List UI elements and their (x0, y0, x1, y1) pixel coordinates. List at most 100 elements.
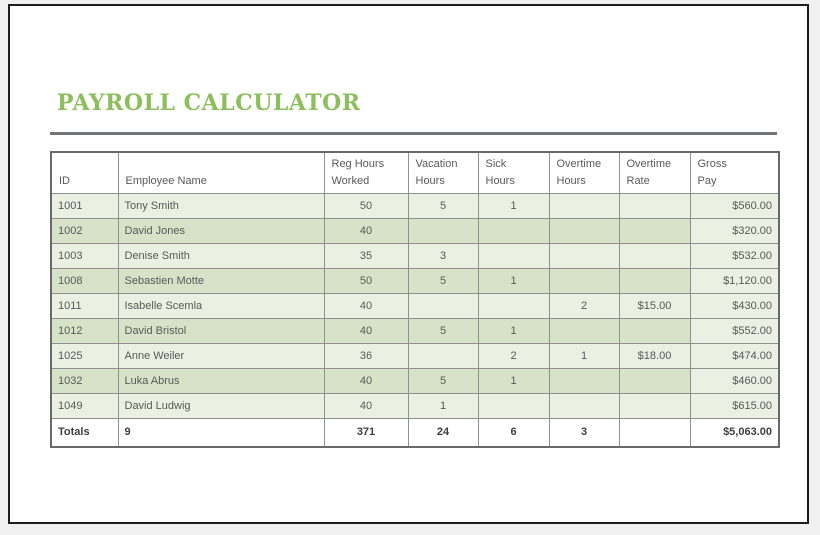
cell-name[interactable]: Tony Smith (117, 193, 325, 219)
cell-reg[interactable]: 40 (323, 293, 409, 319)
cell-reg[interactable]: 40 (323, 318, 409, 344)
table-row: 1001 Tony Smith 50 5 1 $560.00 (50, 193, 780, 219)
cell-id[interactable]: 1008 (50, 268, 119, 294)
payroll-table-body: 1001 Tony Smith 50 5 1 $560.00 1002 David Jones… (50, 193, 780, 447)
cell-ot_hours[interactable]: 1 (548, 343, 620, 369)
totals-row: Totals 9 371 24 6 3 $5,063.00 (50, 418, 780, 447)
cell-sick[interactable]: 1 (477, 193, 550, 219)
cell-ot_rate[interactable]: $18.00 (618, 343, 691, 369)
payroll-table: ID Employee Name Reg Hours Worked Vacation … (50, 151, 780, 448)
cell-ot_rate[interactable] (618, 218, 691, 244)
cell-sick[interactable]: 1 (477, 368, 550, 394)
cell-sick[interactable] (477, 243, 550, 269)
table-row: 1003 Denise Smith 35 3 $532.00 (50, 243, 780, 269)
cell-id[interactable]: 1049 (50, 393, 119, 419)
title-divider (50, 132, 777, 135)
cell-gross[interactable]: $1,120.00 (689, 268, 780, 294)
cell-gross[interactable]: $615.00 (689, 393, 780, 419)
cell-id[interactable]: 1032 (50, 368, 119, 394)
cell-gross[interactable]: $320.00 (689, 218, 780, 244)
cell-reg[interactable]: 50 (323, 268, 409, 294)
cell-id[interactable]: 1011 (50, 293, 119, 319)
cell-reg[interactable]: 50 (323, 193, 409, 219)
cell-gross[interactable]: $552.00 (689, 318, 780, 344)
cell-vacation[interactable]: 5 (407, 318, 479, 344)
column-header-reg[interactable]: Reg Hours Worked (323, 151, 409, 194)
totals-cell-name[interactable]: 9 (117, 418, 325, 447)
cell-reg[interactable]: 36 (323, 343, 409, 369)
table-row: 1012 David Bristol 40 5 1 $552.00 (50, 318, 780, 344)
cell-ot_rate[interactable] (618, 243, 691, 269)
cell-gross[interactable]: $430.00 (689, 293, 780, 319)
table-row: 1008 Sebastien Motte 50 5 1 $1,120.00 (50, 268, 780, 294)
cell-name[interactable]: Luka Abrus (117, 368, 325, 394)
cell-ot_hours[interactable] (548, 193, 620, 219)
column-header-gross[interactable]: Gross Pay (689, 151, 780, 194)
cell-vacation[interactable] (407, 218, 479, 244)
cell-ot_hours[interactable] (548, 218, 620, 244)
cell-gross[interactable]: $560.00 (689, 193, 780, 219)
cell-ot_hours[interactable] (548, 243, 620, 269)
cell-name[interactable]: Denise Smith (117, 243, 325, 269)
cell-sick[interactable]: 1 (477, 268, 550, 294)
cell-ot_rate[interactable] (618, 268, 691, 294)
cell-ot_rate[interactable] (618, 393, 691, 419)
column-header-vacation[interactable]: Vacation Hours (407, 151, 479, 194)
column-header-sick[interactable]: Sick Hours (477, 151, 550, 194)
cell-name[interactable]: David Bristol (117, 318, 325, 344)
cell-name[interactable]: Isabelle Scemla (117, 293, 325, 319)
cell-vacation[interactable]: 3 (407, 243, 479, 269)
cell-id[interactable]: 1001 (50, 193, 119, 219)
cell-ot_rate[interactable]: $15.00 (618, 293, 691, 319)
cell-ot_hours[interactable] (548, 393, 620, 419)
cell-name[interactable]: Sebastien Motte (117, 268, 325, 294)
cell-ot_hours[interactable] (548, 268, 620, 294)
cell-sick[interactable] (477, 293, 550, 319)
cell-vacation[interactable]: 5 (407, 193, 479, 219)
table-row: 1049 David Ludwig 40 1 $615.00 (50, 393, 780, 419)
cell-vacation[interactable]: 5 (407, 368, 479, 394)
cell-name[interactable]: David Ludwig (117, 393, 325, 419)
cell-ot_hours[interactable] (548, 318, 620, 344)
cell-vacation[interactable] (407, 293, 479, 319)
cell-gross[interactable]: $474.00 (689, 343, 780, 369)
totals-cell-id[interactable]: Totals (50, 418, 119, 447)
header-row: ID Employee Name Reg Hours Worked Vacation … (50, 151, 780, 194)
cell-id[interactable]: 1002 (50, 218, 119, 244)
cell-sick[interactable]: 2 (477, 343, 550, 369)
cell-reg[interactable]: 40 (323, 393, 409, 419)
column-header-id[interactable]: ID (50, 151, 119, 194)
table-row: 1002 David Jones 40 $320.00 (50, 218, 780, 244)
cell-ot_rate[interactable] (618, 193, 691, 219)
table-row: 1011 Isabelle Scemla 40 2 $15.00 $430.00 (50, 293, 780, 319)
totals-cell-ot_rate[interactable] (618, 418, 691, 447)
cell-sick[interactable] (477, 218, 550, 244)
totals-cell-vacation[interactable]: 24 (407, 418, 479, 447)
cell-reg[interactable]: 35 (323, 243, 409, 269)
totals-cell-sick[interactable]: 6 (477, 418, 550, 447)
cell-reg[interactable]: 40 (323, 368, 409, 394)
cell-ot_rate[interactable] (618, 318, 691, 344)
cell-sick[interactable] (477, 393, 550, 419)
cell-name[interactable]: Anne Weiler (117, 343, 325, 369)
totals-cell-ot_hours[interactable]: 3 (548, 418, 620, 447)
column-header-name[interactable]: Employee Name (117, 151, 325, 194)
totals-cell-gross[interactable]: $5,063.00 (689, 418, 780, 447)
cell-reg[interactable]: 40 (323, 218, 409, 244)
cell-sick[interactable]: 1 (477, 318, 550, 344)
cell-id[interactable]: 1003 (50, 243, 119, 269)
cell-vacation[interactable] (407, 343, 479, 369)
cell-vacation[interactable]: 1 (407, 393, 479, 419)
column-header-ot_rate[interactable]: Overtime Rate (618, 151, 691, 194)
column-header-ot_hours[interactable]: Overtime Hours (548, 151, 620, 194)
totals-cell-reg[interactable]: 371 (323, 418, 409, 447)
cell-name[interactable]: David Jones (117, 218, 325, 244)
cell-gross[interactable]: $532.00 (689, 243, 780, 269)
cell-id[interactable]: 1025 (50, 343, 119, 369)
cell-gross[interactable]: $460.00 (689, 368, 780, 394)
cell-ot_hours[interactable]: 2 (548, 293, 620, 319)
cell-id[interactable]: 1012 (50, 318, 119, 344)
cell-ot_hours[interactable] (548, 368, 620, 394)
cell-ot_rate[interactable] (618, 368, 691, 394)
cell-vacation[interactable]: 5 (407, 268, 479, 294)
